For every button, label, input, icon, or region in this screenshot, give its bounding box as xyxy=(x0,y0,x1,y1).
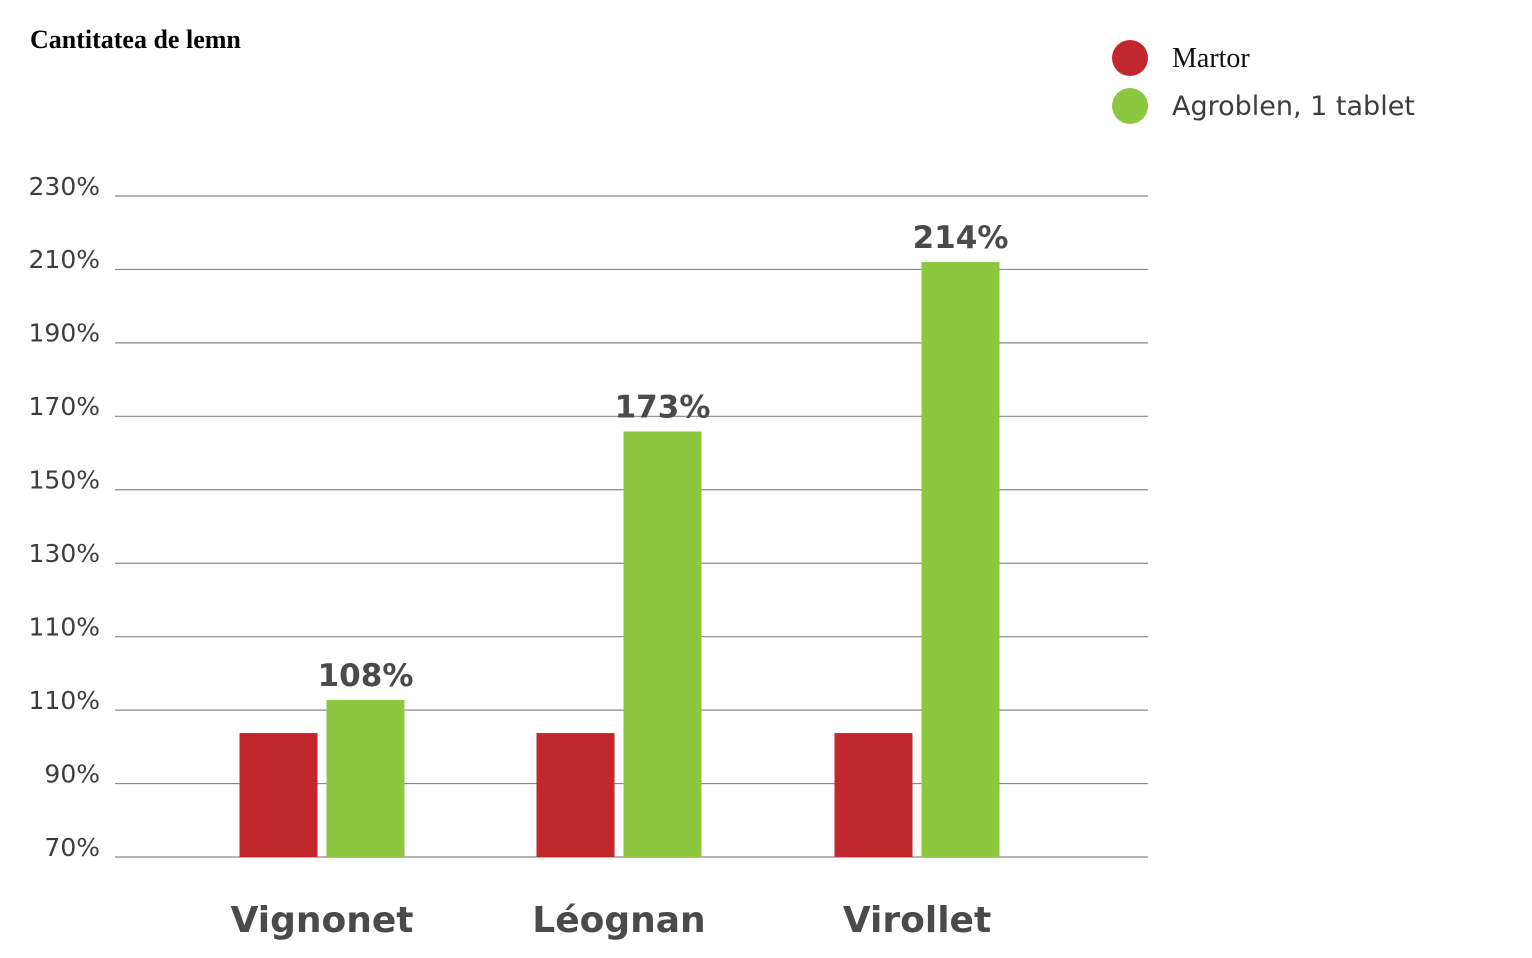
data-label: 214% xyxy=(913,220,1009,256)
y-axis-ticks: 70% 90% 110% 110% 130% 150% 170% 190% 210% 230% xyxy=(29,172,100,862)
legend: Martor Agroblen, 1 tablet xyxy=(1112,40,1415,124)
x-axis-ticks: Vignonet Léognan Virollet xyxy=(231,900,992,941)
legend-label-martor: Martor xyxy=(1172,43,1250,74)
chart-title: Cantitatea de lemn xyxy=(30,25,241,54)
bar-agroblen-0 xyxy=(326,700,405,857)
x-tick-label: Vignonet xyxy=(231,900,414,941)
y-tick-label: 110% xyxy=(29,686,100,715)
bar-martor-0 xyxy=(239,733,318,857)
bar-agroblen-2 xyxy=(921,262,1000,858)
y-tick-label: 110% xyxy=(29,612,100,641)
x-tick-label: Léognan xyxy=(532,900,705,941)
y-tick-label: 230% xyxy=(29,172,100,201)
y-tick-label: 90% xyxy=(44,759,100,788)
data-label: 108% xyxy=(318,658,414,694)
bar-agroblen-1 xyxy=(623,431,702,857)
data-label: 173% xyxy=(615,389,711,425)
y-tick-label: 170% xyxy=(29,392,100,421)
y-tick-label: 130% xyxy=(29,539,100,568)
bars xyxy=(239,262,1000,858)
y-tick-label: 210% xyxy=(29,245,100,274)
y-tick-label: 150% xyxy=(29,466,100,495)
y-tick-label: 70% xyxy=(44,833,100,862)
legend-swatch-agroblen xyxy=(1112,88,1148,124)
legend-swatch-martor xyxy=(1112,40,1148,76)
data-labels: 108% 173% 214% xyxy=(318,220,1009,694)
bar-martor-2 xyxy=(834,733,913,857)
bar-martor-1 xyxy=(536,733,615,857)
x-tick-label: Virollet xyxy=(843,900,991,941)
legend-label-agroblen: Agroblen, 1 tablet xyxy=(1172,91,1415,122)
y-tick-label: 190% xyxy=(29,319,100,348)
